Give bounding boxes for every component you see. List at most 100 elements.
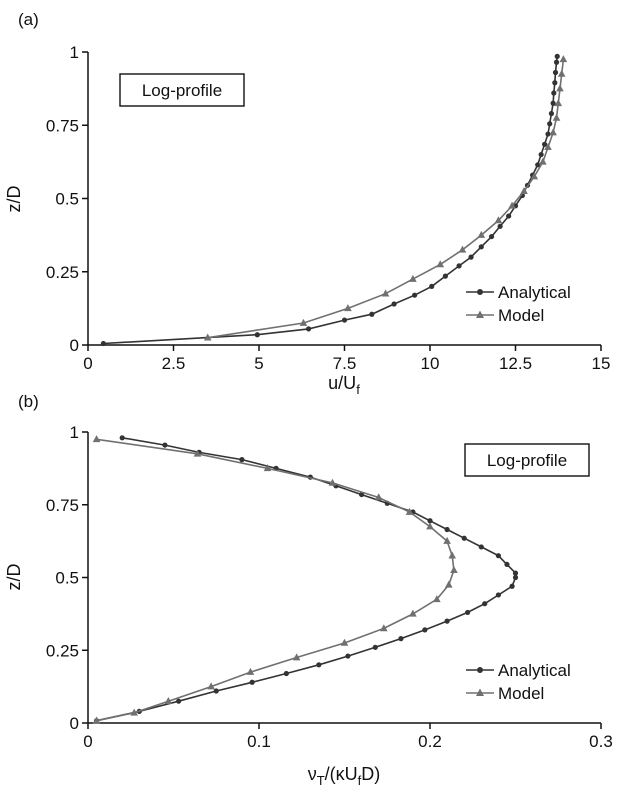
data-point-model xyxy=(450,566,458,574)
y-tick-label: 0 xyxy=(70,714,79,733)
data-point-model xyxy=(299,318,308,326)
panel-label: (b) xyxy=(18,392,39,411)
y-tick-label: 1 xyxy=(70,423,79,442)
data-point-analytical xyxy=(369,311,375,317)
data-point-analytical xyxy=(506,213,512,219)
legend-label: Model xyxy=(498,306,544,325)
data-point-model xyxy=(556,84,564,92)
data-point-analytical xyxy=(162,442,168,448)
legend-label: Model xyxy=(498,684,544,703)
data-point-model xyxy=(263,464,272,472)
x-axis-label-part: f xyxy=(356,382,360,397)
legend: Analytical Model xyxy=(466,661,571,703)
data-point-analytical xyxy=(422,627,428,633)
x-tick-label: 7.5 xyxy=(333,354,357,373)
y-axis-label: z/D xyxy=(4,185,24,212)
y-tick-label: 0.75 xyxy=(46,116,79,135)
data-point-model xyxy=(193,449,202,457)
data-point-analytical xyxy=(444,618,450,624)
data-point-model xyxy=(549,128,557,136)
series-analytical xyxy=(100,53,560,347)
data-point-analytical xyxy=(554,53,560,59)
data-point-analytical xyxy=(305,326,312,332)
data-point-model xyxy=(477,230,486,238)
y-axis-label: z/D xyxy=(4,563,24,590)
data-point-analytical xyxy=(213,688,219,694)
data-point-analytical xyxy=(552,69,559,76)
legend-marker-circle xyxy=(477,667,483,673)
data-point-analytical xyxy=(497,223,503,229)
data-point-analytical xyxy=(239,457,245,463)
data-point-analytical xyxy=(372,644,378,650)
x-axis-label-part: f xyxy=(358,773,362,788)
data-point-analytical xyxy=(427,518,433,524)
legend-marker-triangle xyxy=(476,688,484,696)
data-point-analytical xyxy=(283,670,289,677)
data-point-analytical xyxy=(545,131,551,137)
data-point-model xyxy=(552,113,561,121)
data-point-model xyxy=(344,304,352,312)
x-axis-label-part: /(κU xyxy=(325,764,358,784)
data-point-analytical xyxy=(541,141,548,147)
data-point-analytical xyxy=(391,301,397,307)
y-tick-label: 0.75 xyxy=(46,496,79,515)
data-point-model xyxy=(328,478,337,486)
data-point-model xyxy=(426,522,434,530)
x-tick-label: 5 xyxy=(254,354,263,373)
data-point-model xyxy=(458,245,467,253)
data-point-analytical xyxy=(341,317,348,323)
data-point-model xyxy=(374,493,383,501)
data-point-analytical xyxy=(488,233,495,240)
data-point-model xyxy=(246,667,255,675)
data-point-model xyxy=(530,172,539,180)
annotation-box xyxy=(119,73,245,107)
data-point-model xyxy=(436,260,445,268)
x-tick-label: 0 xyxy=(83,354,92,373)
data-point-model xyxy=(544,143,552,151)
x-tick-label: 0.2 xyxy=(418,732,442,751)
data-point-model xyxy=(409,274,417,282)
x-tick-label: 12.5 xyxy=(499,354,532,373)
series-line-analytical xyxy=(96,437,517,722)
x-axis-label-part: ν xyxy=(308,764,317,784)
series-line-model xyxy=(96,438,455,722)
data-point-analytical xyxy=(547,121,553,127)
y-tick-label: 0.25 xyxy=(46,641,79,660)
data-point-analytical xyxy=(550,100,556,106)
x-axis-label-part: D) xyxy=(361,764,380,784)
data-point-analytical xyxy=(468,254,474,260)
data-point-analytical xyxy=(249,679,255,685)
data-point-analytical xyxy=(504,561,510,568)
data-point-model xyxy=(203,333,212,341)
x-axis-label: u/Uf xyxy=(328,373,360,397)
data-point-model xyxy=(409,609,417,617)
y-tick-label: 1 xyxy=(70,43,79,62)
data-point-model xyxy=(92,716,101,724)
data-point-model xyxy=(92,435,101,443)
data-point-analytical xyxy=(482,601,488,607)
x-tick-label: 0.3 xyxy=(589,732,613,751)
data-point-model xyxy=(520,186,528,194)
data-point-model xyxy=(554,99,563,107)
data-point-analytical xyxy=(461,535,467,541)
annotation-box xyxy=(464,443,590,477)
data-point-model xyxy=(508,201,516,209)
x-tick-label: 0.1 xyxy=(247,732,271,751)
series-model xyxy=(92,435,458,724)
data-point-model xyxy=(380,624,388,632)
legend-marker-circle xyxy=(477,289,483,295)
data-point-analytical xyxy=(456,263,462,269)
data-point-analytical xyxy=(548,110,555,117)
data-point-analytical xyxy=(176,698,182,704)
data-point-model xyxy=(381,289,390,297)
data-point-analytical xyxy=(538,151,544,158)
chart-panel-a: (a) 0 2.5 5 7.5 10 12.5 15 0 0.25 0.5 0.75 1 z/D u/Uf L… xyxy=(4,10,610,397)
data-point-model xyxy=(164,696,173,704)
x-tick-label: 15 xyxy=(592,354,611,373)
y-tick-label: 0.5 xyxy=(55,190,79,209)
data-point-analytical xyxy=(495,592,501,598)
data-point-analytical xyxy=(444,526,450,533)
data-point-model xyxy=(405,507,414,515)
data-point-analytical xyxy=(100,340,106,347)
